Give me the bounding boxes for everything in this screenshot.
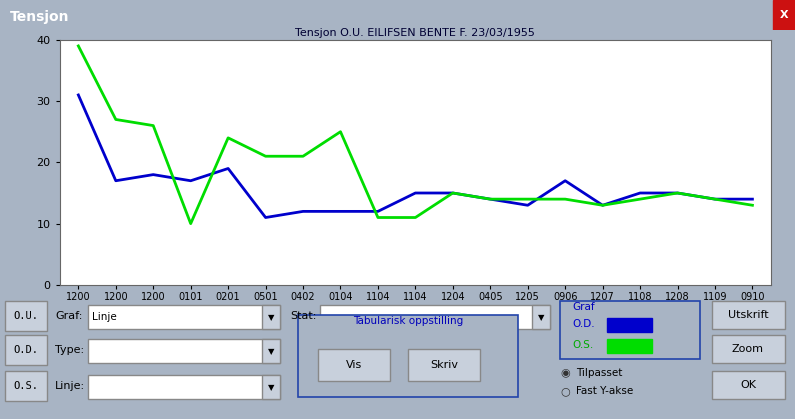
Text: X: X — [780, 10, 788, 20]
Bar — [88, 375, 280, 399]
Bar — [318, 349, 390, 381]
Text: Utskrift: Utskrift — [727, 310, 768, 320]
Bar — [320, 305, 550, 329]
Text: Tabularisk oppstilling: Tabularisk oppstilling — [353, 316, 463, 326]
Bar — [607, 318, 652, 332]
Text: O.U.: O.U. — [14, 311, 38, 321]
Text: Skriv: Skriv — [430, 360, 458, 370]
Text: Vis: Vis — [346, 360, 363, 370]
Text: ○: ○ — [560, 386, 570, 396]
Text: O.S.: O.S. — [14, 381, 38, 391]
Bar — [262, 305, 280, 329]
Text: ▼: ▼ — [268, 313, 274, 322]
Text: ▼: ▼ — [537, 313, 545, 322]
Bar — [712, 335, 785, 363]
Bar — [262, 339, 280, 363]
Text: ▼: ▼ — [268, 347, 274, 356]
Bar — [712, 371, 785, 399]
Text: Linje: Linje — [92, 312, 117, 322]
Text: Tensjon: Tensjon — [10, 10, 69, 23]
Text: Stat:: Stat: — [290, 311, 316, 321]
Text: ◉: ◉ — [560, 368, 570, 378]
Bar — [560, 301, 700, 359]
Text: O.D.: O.D. — [572, 319, 595, 329]
Text: Tilpasset: Tilpasset — [576, 368, 622, 378]
Bar — [5, 335, 47, 365]
Bar — [5, 371, 47, 401]
Text: ▼: ▼ — [268, 383, 274, 391]
Bar — [712, 301, 785, 329]
Bar — [262, 375, 280, 399]
Bar — [408, 349, 480, 381]
Text: Zoom: Zoom — [732, 344, 764, 354]
Text: Graf: Graf — [572, 302, 595, 312]
Bar — [298, 315, 518, 397]
Bar — [88, 305, 280, 329]
Title: Tensjon O.U. EILIFSEN BENTE F. 23/03/1955: Tensjon O.U. EILIFSEN BENTE F. 23/03/195… — [296, 28, 535, 38]
Text: Fast Y-akse: Fast Y-akse — [576, 386, 634, 396]
Text: Type:: Type: — [55, 345, 84, 355]
Text: OK: OK — [740, 380, 756, 390]
Bar — [5, 301, 47, 331]
X-axis label: KONSULTASJON (MMÅÅ): KONSULTASJON (MMÅÅ) — [346, 306, 485, 321]
Bar — [607, 339, 652, 353]
Text: O.S.: O.S. — [572, 340, 593, 350]
Text: O.D.: O.D. — [14, 345, 38, 355]
Text: Linje:: Linje: — [55, 381, 85, 391]
Text: Graf:: Graf: — [55, 311, 83, 321]
Bar — [532, 305, 550, 329]
Bar — [88, 339, 280, 363]
Bar — [773, 0, 795, 30]
